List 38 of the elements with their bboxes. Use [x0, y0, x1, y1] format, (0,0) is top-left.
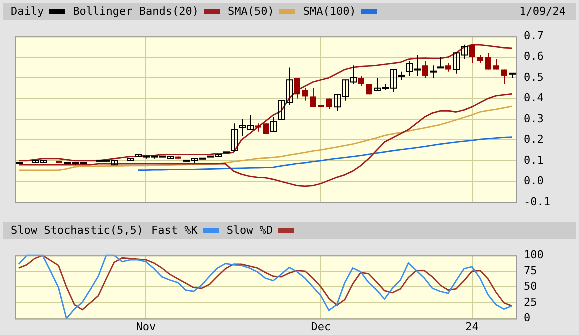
x-tick-label: Nov: [136, 320, 157, 334]
candlestick: [502, 69, 508, 85]
candlestick: [494, 58, 500, 70]
y-tick-label: 0.0: [524, 174, 544, 188]
chart-title: Slow Stochastic(5,5): [11, 224, 144, 237]
legend-label: Fast %K: [151, 224, 198, 237]
candlestick: [470, 44, 476, 64]
legend-label: SMA(50): [228, 5, 274, 18]
y-tick-label: 50: [524, 280, 538, 294]
y-tick-label: 0: [524, 312, 531, 325]
legend-label: SMA(100): [303, 5, 356, 18]
x-tick-label: 24: [466, 320, 480, 334]
x-tick-label: Dec: [311, 320, 332, 334]
candlestick: [422, 60, 428, 79]
y-tick-label: 0.1: [524, 154, 544, 167]
candlestick: [430, 65, 437, 79]
legend-label: Daily: [11, 5, 44, 18]
candlestick: [437, 56, 444, 69]
y-tick-label: 0.7: [524, 29, 544, 42]
y-tick-label: 100: [524, 248, 544, 262]
candlestick: [294, 78, 300, 100]
y-tick-label: 75: [524, 264, 538, 278]
candlestick: [302, 88, 308, 102]
y-tick-label: 0.4: [524, 92, 544, 105]
candlestick: [310, 88, 316, 108]
candlestick: [231, 123, 238, 152]
legend-label: Slow %D: [226, 224, 274, 237]
y-tick-label: 0.5: [524, 70, 544, 84]
y-tick-label: 0.2: [524, 133, 544, 146]
candlestick: [358, 75, 364, 87]
candlestick: [270, 116, 277, 132]
legend-label: Bollinger Bands(20): [73, 5, 199, 18]
y-tick-label: 0.3: [524, 112, 544, 126]
candlestick: [486, 52, 492, 70]
y-tick-label: 25: [524, 296, 538, 309]
text: 1/09/24: [520, 4, 566, 20]
y-tick-label: 0.6: [524, 50, 544, 64]
y-tick-label: -0.1: [524, 195, 550, 208]
